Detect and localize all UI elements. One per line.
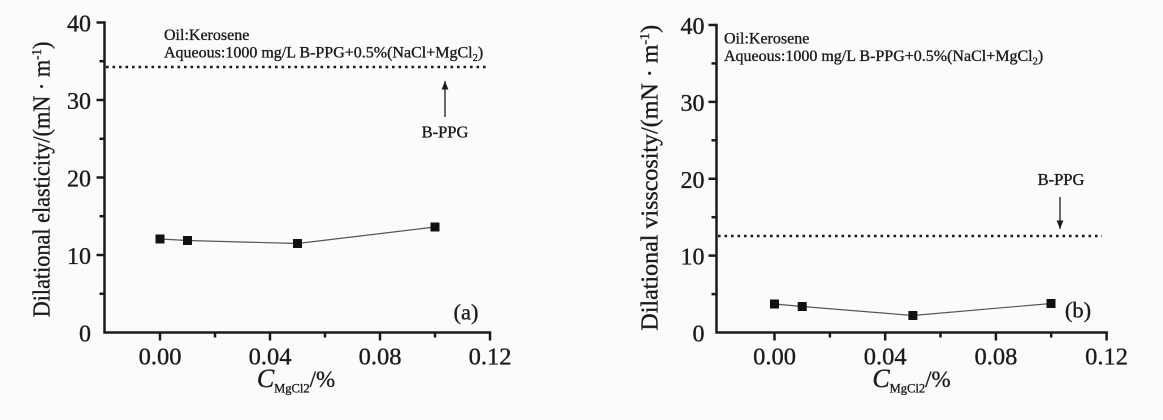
svg-text:CMgCl2/%: CMgCl2/%: [257, 364, 335, 396]
svg-text:Dilational visscosity/(mN · m-: Dilational visscosity/(mN · m-1): [638, 25, 664, 331]
svg-text:0.04: 0.04: [249, 344, 292, 371]
svg-text:0.08: 0.08: [359, 344, 402, 371]
svg-text:Oil:Kerosene: Oil:Kerosene: [164, 27, 249, 44]
svg-text:10: 10: [67, 244, 91, 270]
svg-text:20: 20: [681, 168, 705, 194]
svg-text:10: 10: [681, 245, 705, 271]
svg-text:40: 40: [67, 12, 91, 38]
svg-text:0.08: 0.08: [974, 344, 1017, 371]
svg-text:0.12: 0.12: [469, 344, 512, 371]
svg-text:40: 40: [681, 14, 705, 40]
svg-text:(b): (b): [1065, 298, 1091, 323]
svg-text:Aqueous:1000 mg/L B-PPG+0.5%(N: Aqueous:1000 mg/L B-PPG+0.5%(NaCl+MgCl2): [724, 48, 1043, 68]
svg-text:20: 20: [67, 167, 91, 193]
svg-text:Dilational elasticity/(mN · m-: Dilational elasticity/(mN · m-1): [29, 42, 56, 318]
svg-text:B-PPG: B-PPG: [1038, 170, 1085, 189]
svg-text:0.00: 0.00: [139, 344, 182, 371]
svg-text:CMgCl2/%: CMgCl2/%: [872, 364, 950, 396]
svg-text:30: 30: [67, 89, 91, 115]
svg-text:30: 30: [681, 91, 705, 117]
svg-text:0: 0: [693, 322, 705, 348]
svg-text:B-PPG: B-PPG: [422, 123, 469, 142]
svg-text:0.12: 0.12: [1085, 344, 1128, 371]
svg-text:0.00: 0.00: [753, 344, 796, 371]
svg-text:0: 0: [79, 322, 91, 348]
svg-text:(a): (a): [454, 300, 479, 325]
svg-text:Aqueous:1000 mg/L B-PPG+0.5%(N: Aqueous:1000 mg/L B-PPG+0.5%(NaCl+MgCl2): [164, 45, 483, 65]
svg-text:0.04: 0.04: [864, 344, 907, 371]
svg-text:Oil:Kerosene: Oil:Kerosene: [724, 31, 809, 48]
